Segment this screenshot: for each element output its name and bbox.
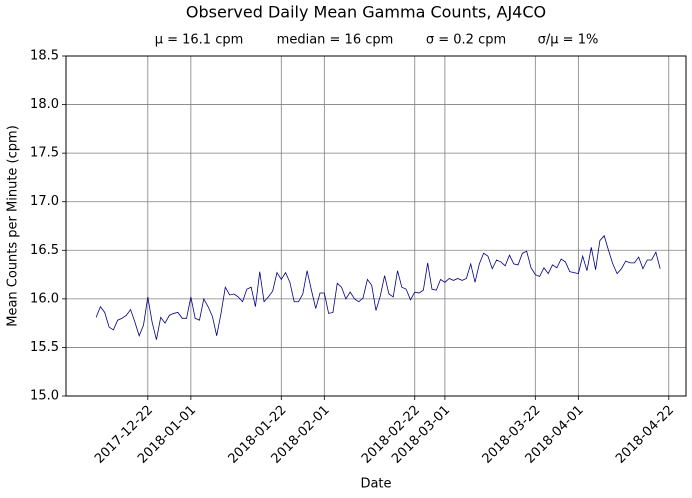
y-tick-label: 17.0 [30,194,59,209]
y-tick-label: 15.0 [30,389,59,404]
stat-annotation: σ/μ = 1% [538,33,599,48]
y-tick-label: 17.5 [30,146,59,161]
stat-annotation: μ = 16.1 cpm [155,33,244,48]
y-tick-label: 18.0 [30,97,59,112]
stat-annotation: σ = 0.2 cpm [426,33,506,48]
plot-frame [65,55,687,397]
data-line [95,234,661,340]
y-tick-label: 16.5 [30,243,59,258]
x-tick-label: 2018-04-22 [613,403,677,467]
y-tick-label: 18.5 [30,49,59,64]
x-axis-label: Date [360,477,391,492]
y-axis-label: Mean Counts per Minute (cpm) [6,125,21,327]
chart-title: Observed Daily Mean Gamma Counts, AJ4CO [186,3,546,22]
stat-annotation: median = 16 cpm [277,33,394,48]
y-tick-label: 16.0 [30,291,59,306]
y-tick-label: 15.5 [30,340,59,355]
